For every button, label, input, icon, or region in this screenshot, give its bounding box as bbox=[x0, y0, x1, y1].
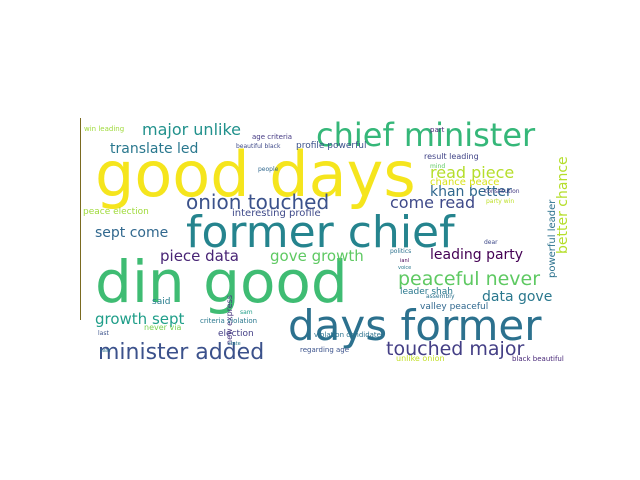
word-black-beautiful: black beautiful bbox=[512, 355, 564, 363]
word-never-via: never via bbox=[144, 323, 181, 332]
word-violation-candidate: violation candidate bbox=[314, 331, 381, 339]
word-peace-election: peace election bbox=[83, 207, 149, 217]
word-sept-come: sept come bbox=[95, 225, 168, 241]
word-assembly: assembly bbox=[426, 293, 455, 300]
word-politics: politics bbox=[390, 248, 411, 255]
word-people: people bbox=[258, 166, 279, 173]
word-cast: cast bbox=[100, 348, 110, 354]
word-read-piece: read piece bbox=[430, 163, 514, 182]
word-onion-touched: onion touched bbox=[186, 190, 329, 214]
word-last: last bbox=[98, 330, 109, 337]
word-data-gove: data gove bbox=[482, 289, 552, 305]
word-chief-minister: chief minister bbox=[316, 116, 536, 154]
word-ianl: ianl bbox=[400, 258, 409, 264]
word-peaceful-never: peaceful never bbox=[398, 268, 540, 290]
word-age-criteria: age criteria bbox=[252, 133, 292, 141]
word-khan-better: khan better bbox=[430, 184, 512, 200]
word-dear: dear bbox=[484, 239, 498, 246]
word-valley-peaceful: valley peaceful bbox=[420, 302, 488, 312]
word-new-express: new express bbox=[225, 295, 234, 345]
word-constitution: constitution bbox=[484, 188, 520, 195]
word-good-days: good days bbox=[95, 138, 416, 211]
word-win-leading: win leading bbox=[84, 125, 124, 133]
word-minister-added: minister added bbox=[98, 340, 264, 365]
word-growth-sept: growth sept bbox=[95, 310, 185, 328]
word-touched-major: touched major bbox=[386, 338, 524, 360]
word-election: election bbox=[218, 329, 254, 339]
word-piece-data: piece data bbox=[160, 247, 239, 265]
word-said: said bbox=[152, 297, 170, 307]
word-come-read: come read bbox=[390, 193, 475, 212]
word-powerful-leader: powerful leader bbox=[547, 199, 558, 278]
word-days-former: days former bbox=[288, 301, 542, 350]
word-criteria-violation: criteria violation bbox=[200, 317, 257, 325]
word-party-win: party win bbox=[486, 198, 514, 205]
word-better-chance: better chance bbox=[555, 156, 571, 254]
word-unlike-onion: unlike onion bbox=[396, 354, 445, 363]
word-translate-led: translate led bbox=[110, 141, 198, 157]
wordcloud-panel bbox=[80, 118, 575, 363]
word-gove-growth: gove growth bbox=[270, 247, 364, 265]
word-leading-party: leading party bbox=[430, 247, 523, 263]
word-state: state bbox=[228, 341, 241, 347]
word-part: part bbox=[430, 126, 445, 134]
word-profile-powerful: profile powerful bbox=[296, 141, 366, 151]
word-interesting-profile: interesting profile bbox=[232, 208, 321, 219]
word-din-good: din good bbox=[95, 248, 348, 316]
word-leader-shah: leader shah bbox=[400, 287, 453, 297]
word-major-unlike: major unlike bbox=[142, 120, 241, 139]
word-result-leading: result leading bbox=[424, 152, 479, 161]
word-voice: voice bbox=[398, 265, 411, 271]
word-mind: mind bbox=[430, 163, 445, 170]
word-chance-peace: chance peace bbox=[430, 177, 499, 188]
word-beautiful-black: beautiful black bbox=[236, 143, 281, 150]
word-sam: sam bbox=[240, 309, 253, 316]
word-former-chief: former chief bbox=[186, 207, 456, 258]
word-regarding-age: regarding age bbox=[300, 346, 349, 354]
